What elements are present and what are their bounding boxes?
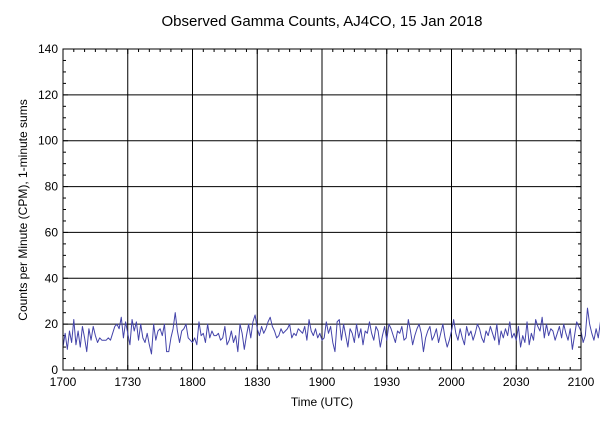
x-axis-label: Time (UTC): [291, 395, 353, 409]
x-tick-label: 1800: [179, 375, 206, 389]
y-axis-label: Counts per Minute (CPM), 1-minute sums: [16, 99, 30, 320]
y-tick-label: 120: [38, 88, 58, 102]
x-tick-label: 2100: [568, 375, 595, 389]
y-tick-label: 20: [45, 317, 59, 331]
y-tick-label: 0: [51, 363, 58, 377]
plot-frame: [62, 48, 582, 371]
y-tick-label: 40: [45, 271, 59, 285]
x-tick-labels: 1700 1730 1800 1830 1900 1930 2000 2030 2100: [50, 375, 595, 389]
x-tick-label: 1700: [50, 375, 77, 389]
grid-lines: [63, 49, 581, 370]
y-tick-label: 80: [45, 180, 59, 194]
x-tick-label: 1830: [244, 375, 271, 389]
y-tick-label: 60: [45, 225, 59, 239]
chart-title: Observed Gamma Counts, AJ4CO, 15 Jan 201…: [162, 13, 483, 30]
x-tick-label: 1730: [114, 375, 141, 389]
y-tick-label: 140: [38, 42, 58, 56]
series-line-0: [62, 307, 600, 355]
y-tick-labels: 0 20 40 60 80 100 120 140: [38, 42, 58, 377]
y-tick-label: 100: [38, 134, 58, 148]
x-tick-label: 1900: [309, 375, 336, 389]
x-tick-label: 1930: [373, 375, 400, 389]
x-tick-label: 2030: [503, 375, 530, 389]
series-layer: [62, 307, 600, 355]
x-tick-label: 2000: [438, 375, 465, 389]
